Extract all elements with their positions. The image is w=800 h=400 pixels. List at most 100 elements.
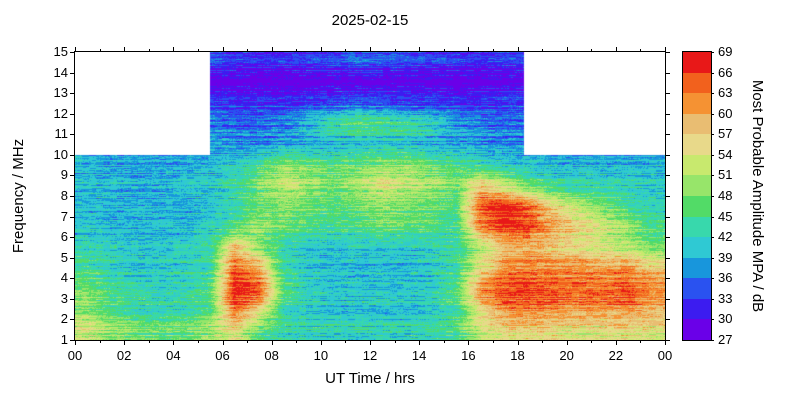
colorbar-tick-mark bbox=[711, 93, 714, 95]
colorbar-band bbox=[683, 113, 711, 135]
x-tick-mark bbox=[75, 47, 76, 52]
x-tick-label: 08 bbox=[264, 348, 279, 363]
y-tick-label: 10 bbox=[53, 146, 68, 162]
colorbar-tick-mark bbox=[711, 319, 714, 321]
x-tick-mark bbox=[517, 47, 519, 52]
y-tick-mark bbox=[665, 319, 670, 321]
y-tick-mark bbox=[665, 278, 670, 280]
y-tick-mark bbox=[665, 52, 670, 53]
x-tick-mark bbox=[345, 340, 347, 343]
y-tick-mark bbox=[70, 93, 75, 95]
colorbar-tick-label: 30 bbox=[718, 311, 733, 327]
x-tick-mark bbox=[517, 340, 519, 345]
colorbar-tick-label: 45 bbox=[718, 208, 733, 224]
x-tick-mark bbox=[615, 47, 617, 52]
x-tick-mark bbox=[320, 340, 322, 345]
y-tick-mark bbox=[70, 154, 75, 156]
colorbar-tick-mark bbox=[711, 134, 714, 136]
y-tick-mark bbox=[665, 216, 670, 218]
colorbar-band bbox=[683, 93, 711, 115]
y-tick-label: 2 bbox=[60, 311, 68, 327]
x-tick-mark bbox=[468, 47, 470, 52]
x-tick-mark bbox=[173, 340, 175, 345]
x-tick-mark bbox=[394, 340, 396, 343]
y-tick-mark bbox=[70, 175, 75, 177]
x-tick-mark bbox=[99, 340, 101, 343]
x-tick-mark bbox=[640, 340, 642, 343]
y-tick-mark bbox=[70, 134, 75, 136]
colorbar-tick-label: 27 bbox=[718, 332, 733, 347]
x-tick-mark bbox=[615, 340, 617, 345]
y-tick-label: 8 bbox=[60, 188, 68, 203]
colorbar-tick-label: 69 bbox=[718, 44, 733, 59]
colorbar-band bbox=[683, 175, 711, 197]
y-tick-label: 7 bbox=[60, 208, 68, 224]
y-tick-label: 11 bbox=[54, 126, 69, 142]
y-tick-mark bbox=[70, 196, 75, 197]
y-tick-mark bbox=[70, 72, 75, 74]
colorbar-tick-label: 57 bbox=[718, 126, 733, 142]
y-tick-mark bbox=[665, 72, 670, 74]
y-tick-mark bbox=[70, 257, 75, 259]
colorbar-band bbox=[683, 196, 711, 218]
spectrogram-canvas bbox=[75, 52, 665, 340]
y-tick-mark bbox=[665, 340, 670, 341]
colorbar-tick-label: 63 bbox=[718, 85, 733, 101]
y-tick-mark bbox=[70, 340, 75, 341]
x-tick-label: 12 bbox=[362, 348, 378, 363]
colorbar-tick-mark bbox=[711, 237, 714, 239]
x-tick-label: 06 bbox=[215, 348, 230, 363]
colorbar-tick-label: 36 bbox=[718, 270, 733, 286]
colorbar-title: Most Probable Amplitude MPA / dB bbox=[749, 79, 766, 313]
y-tick-mark bbox=[665, 196, 670, 197]
colorbar-tick-label: 54 bbox=[718, 146, 733, 162]
x-tick-mark bbox=[665, 340, 666, 345]
y-tick-mark bbox=[70, 113, 75, 115]
y-tick-label: 9 bbox=[60, 167, 68, 183]
colorbar-band bbox=[683, 257, 711, 279]
x-tick-mark bbox=[148, 340, 150, 343]
x-tick-mark bbox=[75, 340, 76, 345]
x-axis-title: UT Time / hrs bbox=[325, 370, 415, 387]
y-tick-mark bbox=[70, 319, 75, 321]
colorbar-band bbox=[683, 154, 711, 176]
x-tick-mark bbox=[271, 47, 273, 52]
y-tick-mark bbox=[665, 237, 670, 239]
x-tick-mark bbox=[566, 47, 568, 52]
x-tick-mark bbox=[148, 49, 150, 52]
x-tick-mark bbox=[247, 340, 249, 343]
x-tick-mark bbox=[542, 340, 544, 343]
y-tick-label: 5 bbox=[60, 249, 68, 265]
y-tick-mark bbox=[665, 298, 670, 300]
x-tick-mark bbox=[247, 49, 249, 52]
y-tick-label: 3 bbox=[60, 290, 68, 306]
y-tick-label: 4 bbox=[60, 270, 68, 286]
x-tick-mark bbox=[419, 340, 421, 345]
x-tick-label: 16 bbox=[461, 348, 476, 363]
x-tick-mark bbox=[492, 49, 494, 52]
x-tick-mark bbox=[222, 340, 224, 345]
y-tick-mark bbox=[665, 93, 670, 95]
colorbar-tick-label: 51 bbox=[718, 167, 733, 183]
x-tick-mark bbox=[345, 49, 347, 52]
x-tick-label: 18 bbox=[510, 348, 525, 363]
x-tick-mark bbox=[197, 49, 199, 52]
x-tick-label: 00 bbox=[657, 348, 673, 363]
x-tick-mark bbox=[394, 49, 396, 52]
x-tick-mark bbox=[222, 47, 224, 52]
colorbar-tick-label: 48 bbox=[718, 188, 733, 203]
colorbar-tick-label: 33 bbox=[718, 290, 733, 306]
colorbar-band bbox=[683, 237, 711, 259]
x-tick-label: 22 bbox=[608, 348, 624, 363]
x-tick-mark bbox=[197, 340, 199, 343]
colorbar-tick-mark bbox=[711, 298, 714, 300]
x-tick-mark bbox=[173, 47, 175, 52]
colorbar-tick-mark bbox=[711, 175, 714, 177]
y-tick-label: 13 bbox=[53, 85, 68, 101]
x-tick-mark bbox=[492, 340, 494, 343]
colorbar-tick-mark bbox=[711, 72, 714, 74]
colorbar bbox=[682, 51, 712, 341]
x-tick-mark bbox=[296, 49, 298, 52]
y-tick-mark bbox=[665, 113, 670, 115]
x-tick-mark bbox=[443, 340, 445, 343]
